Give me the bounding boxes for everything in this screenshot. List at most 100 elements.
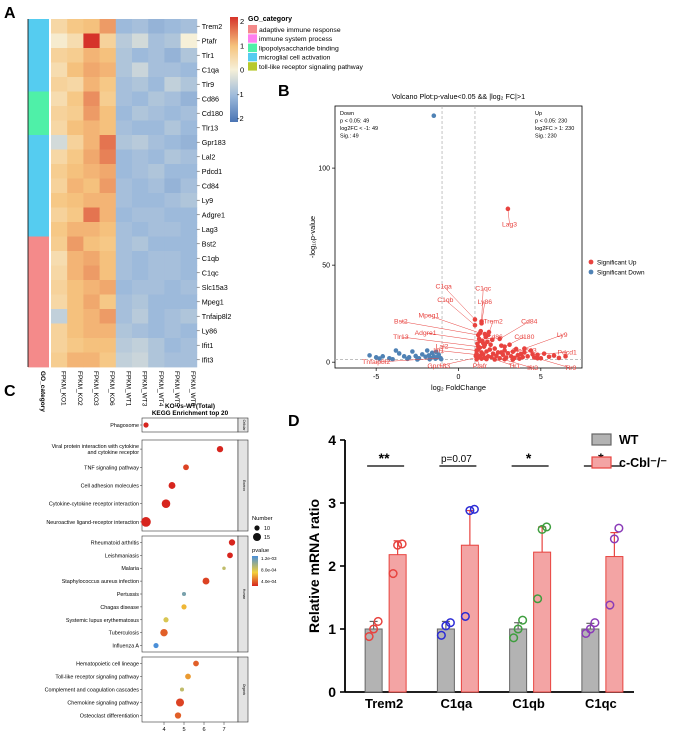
go-legend-swatch: [248, 62, 257, 71]
data-point: [436, 630, 446, 640]
color-scale-bar: [230, 17, 238, 122]
up-point: [473, 353, 479, 359]
heatmap-cell: [99, 91, 117, 107]
gene-label: Ptafr: [473, 363, 488, 370]
go-annotation-cell: [28, 280, 49, 295]
heatmap-cell: [99, 294, 117, 310]
row-label: Ly86: [202, 327, 217, 336]
heatmap-cell: [148, 338, 165, 353]
heatmap-cell: [83, 19, 100, 34]
heatmap-cell: [99, 48, 117, 63]
y-tick-label: 0: [326, 360, 330, 367]
heatmap-cell: [164, 62, 181, 78]
gene-label: Ifit3: [527, 365, 538, 372]
kegg-point: [181, 591, 187, 597]
heatmap-cell: [115, 178, 133, 194]
bar-ko: [460, 544, 479, 693]
go-annotation-cell: [28, 91, 49, 107]
column-label: FPKM_KO3: [92, 371, 99, 406]
bar-category-label: C1qc: [585, 696, 617, 711]
heatmap-cell: [83, 309, 100, 324]
down-point: [438, 356, 444, 362]
heatmap-cell: [99, 120, 117, 136]
kegg-term-label: Neuroactive ligand-receptor interaction: [46, 520, 139, 526]
heatmap-cell: [180, 33, 198, 49]
heatmap-cell: [99, 280, 117, 295]
row-label: C1qb: [202, 254, 219, 263]
kegg-term-label: Pertussis: [117, 592, 139, 598]
heatmap-cell: [67, 77, 84, 92]
kegg-term-line: and cytokine receptor: [87, 450, 139, 456]
heatmap-cell: [180, 77, 198, 92]
heatmap-cell: [83, 178, 100, 194]
heatmap-cell: [164, 19, 181, 34]
row-label: Ly9: [202, 196, 213, 205]
panel-letter-a: A: [4, 5, 16, 22]
heatmap-cell: [164, 48, 181, 63]
down-point: [367, 353, 372, 358]
row-label: Bst2: [202, 240, 216, 249]
heatmap-cell: [115, 251, 133, 266]
heatmap-cell: [83, 120, 100, 136]
mrna-bar-chart: 0 1 2 3 4 Relative mRNA ratio ** Trem2 p=0.07 C1q…: [306, 432, 667, 711]
heatmap-cell: [83, 236, 100, 252]
label-leader-line: [442, 346, 477, 351]
pvalue-color-bar: [252, 556, 258, 586]
up-point: [556, 355, 562, 361]
heatmap-cell: [99, 265, 117, 281]
kegg-term-label: Staphylococcus aureus infection: [62, 579, 139, 585]
row-label: Tlr9: [202, 80, 214, 89]
up-point: [487, 347, 493, 352]
go-annotation-cell: [28, 48, 49, 63]
significance-label: **: [379, 450, 390, 466]
heatmap-cell: [51, 294, 68, 310]
gene-label: Bst2: [394, 318, 408, 325]
heatmap-cell: [51, 338, 68, 353]
row-label: Tnfaip8l2: [202, 312, 232, 321]
heatmap-cell: [51, 62, 68, 78]
heatmap-cell: [51, 19, 68, 34]
data-point: [393, 540, 403, 550]
data-point: [388, 569, 398, 579]
heatmap-cell: [67, 236, 84, 252]
volcano-legend-label: Significant Up: [597, 260, 637, 267]
heatmap-cell: [67, 19, 84, 34]
go-legend-swatch: [248, 43, 257, 52]
column-label: FPKM_WT1: [124, 371, 131, 407]
go-annotation-cell: [28, 193, 49, 208]
y-tick-label: 100: [318, 166, 330, 173]
heatmap-cell: [99, 19, 117, 34]
heatmap-cell: [115, 91, 133, 107]
heatmap-cell: [115, 280, 133, 295]
heatmap-cell: [99, 352, 117, 368]
row-label: Trem2: [202, 22, 223, 31]
heatmap-cell: [83, 91, 100, 107]
heatmap-cell: [132, 178, 149, 194]
up-point: [492, 346, 498, 351]
heatmap-cell: [148, 352, 165, 368]
color-scale-tick: -2: [237, 114, 244, 123]
heatmap-cell: [99, 77, 117, 92]
label-leader-line: [507, 208, 510, 225]
panel-letter-b: B: [278, 83, 290, 100]
heatmap-cell: [67, 120, 84, 136]
label-leader-line: [504, 336, 525, 347]
heatmap-cell: [148, 193, 165, 208]
heatmap-cell: [180, 323, 198, 339]
color-scale-tick: 1: [240, 41, 244, 50]
x-tick-label: 0: [457, 374, 461, 381]
gene-label: Mpeg1: [418, 313, 439, 320]
up-point: [507, 342, 512, 348]
column-label: FPKM_WT6: [189, 371, 196, 407]
panel-letter-c: C: [4, 383, 16, 400]
up-point: [520, 354, 526, 360]
heatmap-cell: [132, 91, 149, 107]
down-point: [419, 352, 425, 357]
heatmap-cell: [67, 280, 84, 295]
kegg-point: [161, 499, 171, 508]
heatmap-cell: [164, 309, 181, 324]
heatmap-cell: [83, 62, 100, 78]
bar-y-tick-label: 2: [328, 558, 336, 574]
kegg-subtitle: KEGG Enrichment top 20: [152, 410, 229, 417]
kegg-facet-panel: [141, 535, 239, 653]
